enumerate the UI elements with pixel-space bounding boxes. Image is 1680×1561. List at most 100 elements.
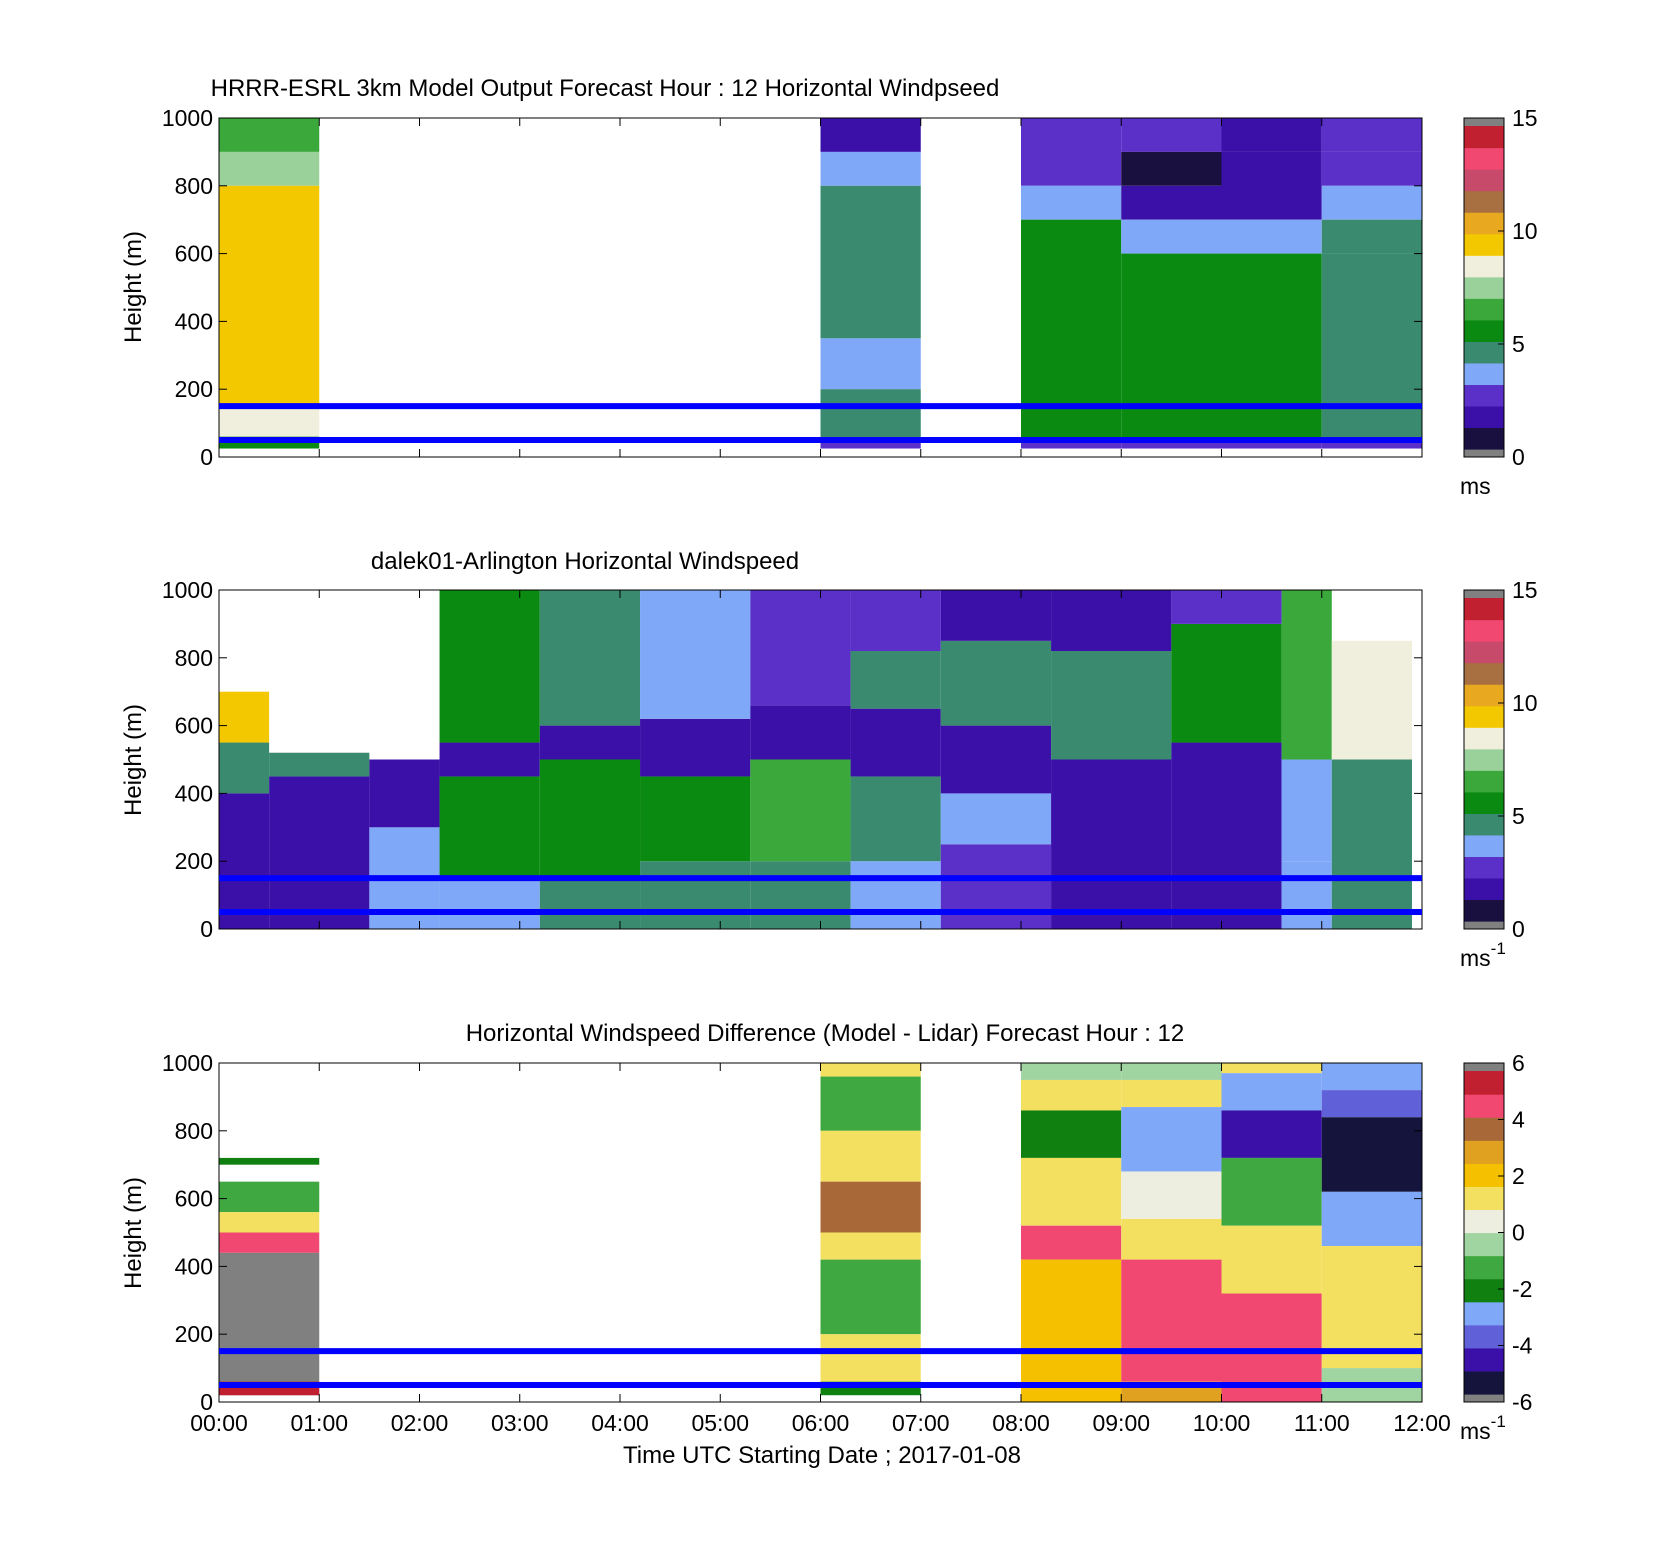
colorbar-tick-label: -2 bbox=[1512, 1276, 1532, 1302]
heatmap-cell bbox=[1021, 1079, 1122, 1111]
colorbar-swatch bbox=[1464, 1186, 1504, 1211]
colorbar-swatch bbox=[1464, 147, 1504, 170]
heatmap-cell bbox=[1221, 1157, 1322, 1226]
heatmap-cells bbox=[219, 590, 1412, 929]
heatmap-cell bbox=[820, 338, 921, 390]
heatmap-cell bbox=[269, 752, 370, 777]
y-tick-label: 400 bbox=[175, 780, 213, 806]
y-tick-label: 1000 bbox=[162, 1050, 213, 1076]
y-tick-label: 800 bbox=[175, 173, 213, 199]
x-tick-label: 05:00 bbox=[691, 1410, 749, 1436]
heatmap-cell bbox=[1331, 759, 1412, 929]
heatmap-cell bbox=[750, 705, 851, 760]
heatmap-cell bbox=[219, 1157, 320, 1165]
colorbar-swatch bbox=[1464, 727, 1504, 750]
colorbar-swatch bbox=[1464, 233, 1504, 256]
colorbar-cap bbox=[1464, 1394, 1504, 1402]
colorbar-swatch bbox=[1464, 362, 1504, 385]
colorbar: 0 5 10 15 ms bbox=[1460, 105, 1538, 499]
heatmap-cell bbox=[1121, 185, 1222, 220]
colorbar-swatch bbox=[1464, 190, 1504, 213]
colorbar-swatch bbox=[1464, 1278, 1504, 1303]
y-ticks: 0 200 400 600 800 1000 bbox=[162, 105, 1422, 470]
colorbar-swatch bbox=[1464, 1232, 1504, 1257]
heatmap-cell bbox=[219, 793, 270, 929]
heatmap-cell bbox=[539, 725, 641, 760]
heatmap-cell bbox=[820, 185, 921, 339]
heatmap-cell bbox=[1281, 590, 1332, 760]
colorbar-swatch bbox=[1464, 126, 1504, 149]
heatmap-cell bbox=[1321, 219, 1422, 254]
heatmap-cell bbox=[820, 389, 921, 441]
heatmap-cell bbox=[539, 878, 641, 929]
colorbar-swatch bbox=[1464, 899, 1504, 922]
heatmap-cell bbox=[850, 590, 941, 652]
heatmap-cell bbox=[219, 691, 270, 743]
colorbar-tick-label: 2 bbox=[1512, 1163, 1525, 1189]
x-tick-label: 06:00 bbox=[792, 1410, 850, 1436]
chart-title: dalek01-Arlington Horizontal Windspeed bbox=[371, 548, 799, 575]
colorbar-tick-label: 5 bbox=[1512, 331, 1525, 357]
heatmap-cell bbox=[1221, 219, 1322, 254]
y-axis-label: Height (m) bbox=[120, 231, 147, 343]
heatmap-cell bbox=[940, 793, 1052, 845]
reference-lines bbox=[219, 875, 1422, 916]
heatmap-cell bbox=[1281, 759, 1332, 862]
colorbar-unit: ms-1 bbox=[1460, 1412, 1506, 1444]
y-tick-label: 0 bbox=[200, 916, 213, 942]
y-tick-label: 200 bbox=[175, 376, 213, 402]
heatmap-cell bbox=[820, 1063, 921, 1077]
colorbar-tick-label: 10 bbox=[1512, 218, 1538, 244]
heatmap-cell bbox=[539, 759, 641, 879]
heatmap-cell bbox=[1021, 185, 1122, 220]
heatmap-cell bbox=[369, 759, 440, 828]
colorbar-tick-label: 15 bbox=[1512, 577, 1538, 603]
y-tick-label: 600 bbox=[175, 1186, 213, 1212]
colorbar-swatch bbox=[1464, 1370, 1504, 1395]
heatmap-cell bbox=[640, 590, 751, 719]
colorbar-tick-label: -4 bbox=[1512, 1333, 1533, 1359]
heatmap-cell bbox=[1321, 1117, 1422, 1192]
heatmap-cell bbox=[439, 776, 540, 879]
colorbar-swatch bbox=[1464, 877, 1504, 901]
heatmap-cell bbox=[219, 185, 320, 288]
heatmap-cell bbox=[750, 590, 851, 706]
y-tick-label: 600 bbox=[175, 241, 213, 267]
colorbar-swatch bbox=[1464, 1301, 1504, 1326]
colorbar-tick-label: 15 bbox=[1512, 105, 1538, 131]
colorbar: -6 -4 -2 0 2 4 6 ms-1 bbox=[1460, 1050, 1533, 1444]
heatmap-cell bbox=[1321, 151, 1422, 186]
colorbar-swatch bbox=[1464, 169, 1504, 192]
heatmap-cell bbox=[219, 118, 320, 152]
heatmap-cell bbox=[1021, 1225, 1122, 1260]
heatmap-cell bbox=[1121, 1171, 1222, 1219]
x-axis-label: Time UTC Starting Date ; 2017-01-08 bbox=[623, 1442, 1021, 1469]
y-ticks: 0 200 400 600 800 1000 bbox=[162, 1050, 1422, 1415]
colorbar-tick-label: 4 bbox=[1512, 1107, 1525, 1133]
colorbar-swatch bbox=[1464, 641, 1504, 664]
x-tick-label: 04:00 bbox=[591, 1410, 649, 1436]
colorbar-unit-exponent: -1 bbox=[1491, 1412, 1506, 1431]
colorbar-unit: ms bbox=[1460, 473, 1491, 499]
colorbar-swatch bbox=[1464, 1255, 1504, 1280]
colorbar-swatch bbox=[1464, 1209, 1504, 1234]
y-tick-label: 400 bbox=[175, 1253, 213, 1279]
y-tick-label: 200 bbox=[175, 1321, 213, 1347]
chart-title: Horizontal Windspeed Difference (Model -… bbox=[466, 1020, 1185, 1047]
heatmap-cell bbox=[1321, 440, 1422, 449]
heatmap-cell bbox=[820, 118, 921, 152]
chart-title: HRRR-ESRL 3km Model Output Forecast Hour… bbox=[211, 75, 1000, 102]
heatmap-cell bbox=[1051, 759, 1172, 929]
heatmap-cell bbox=[219, 1212, 320, 1233]
colorbar-swatch bbox=[1464, 1163, 1504, 1187]
colorbar-tick-label: 0 bbox=[1512, 1220, 1525, 1246]
panel-difference: Horizontal Windspeed Difference (Model -… bbox=[120, 1020, 1533, 1444]
heatmap-cell bbox=[1221, 440, 1322, 449]
x-tick-label: 00:00 bbox=[190, 1410, 248, 1436]
colorbar-swatch bbox=[1464, 770, 1504, 793]
heatmap-cell bbox=[1021, 1157, 1122, 1226]
colorbar-swatch bbox=[1464, 684, 1504, 707]
colorbar-swatch bbox=[1464, 298, 1504, 321]
x-tick-label: 07:00 bbox=[892, 1410, 950, 1436]
heatmap-cell bbox=[820, 440, 921, 449]
